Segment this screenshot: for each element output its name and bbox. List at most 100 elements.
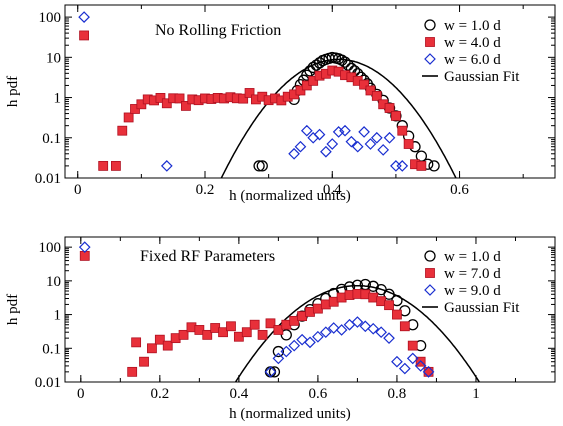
data-point — [383, 288, 395, 300]
data-point — [238, 93, 249, 104]
data-point — [241, 327, 252, 338]
data-point — [218, 327, 228, 338]
legend-label: w = 7.0 d — [444, 266, 501, 282]
data-point — [155, 93, 166, 103]
y-tick-label: 10 — [46, 274, 61, 290]
x-axis-label: h (normalized units) — [229, 188, 351, 204]
y-tick-label: 10 — [46, 50, 61, 66]
data-point — [244, 88, 255, 98]
data-point — [407, 340, 418, 351]
plot-frame — [64, 4, 556, 179]
y-tick-label: 0.01 — [35, 171, 61, 187]
series-3 — [78, 241, 435, 378]
data-point — [326, 138, 339, 150]
data-point — [332, 126, 345, 138]
data-point — [308, 75, 319, 86]
data-point — [313, 57, 326, 69]
y-tick-label: 100 — [39, 10, 62, 26]
data-point — [78, 241, 91, 253]
x-axis-label: h (normalized units) — [229, 406, 351, 422]
legend-marker — [424, 250, 436, 262]
legend-label: Gaussian Fit — [444, 300, 520, 316]
data-point — [127, 366, 138, 377]
data-point — [370, 131, 383, 144]
data-point — [384, 103, 395, 113]
data-point — [139, 356, 149, 367]
data-point — [117, 125, 128, 136]
legend-label: w = 6.0 d — [444, 52, 501, 68]
y-tick-label: 100 — [39, 240, 62, 256]
data-point — [160, 160, 173, 172]
data-point — [162, 340, 173, 351]
x-tick-label: 0.4 — [229, 386, 248, 402]
data-point — [300, 124, 313, 137]
series-3 — [78, 11, 409, 172]
y-tick-label: 1 — [54, 91, 62, 107]
data-point — [226, 321, 236, 332]
data-point — [398, 362, 411, 375]
data-point — [304, 336, 316, 349]
series-1 — [253, 51, 440, 172]
data-point — [391, 110, 401, 121]
data-point — [319, 326, 332, 339]
data-point — [351, 140, 364, 153]
legend-marker — [424, 19, 436, 31]
y-tick-label: 0.1 — [42, 131, 61, 147]
chart-panel-1: 0 0.2 0.4 0.6 0.01 0.1 1 10 100 h (normalized uni… — [5, 4, 556, 204]
data-point — [390, 110, 402, 122]
legend-label: Gaussian Fit — [444, 69, 520, 85]
data-point — [371, 90, 382, 101]
data-point — [423, 366, 434, 377]
x-tick-label: 0.2 — [150, 386, 169, 402]
data-point — [257, 329, 268, 340]
x-tick-label: 0 — [77, 386, 85, 402]
chart-title: No Rolling Friction — [155, 22, 281, 39]
data-point — [174, 93, 185, 104]
gaussian-fit-line — [234, 284, 481, 382]
y-axis-label: h pdf — [5, 294, 21, 325]
data-point — [288, 147, 300, 160]
data-point — [351, 316, 364, 328]
legend-label: w = 1.0 d — [444, 249, 501, 265]
data-point — [428, 160, 440, 172]
chart-panel-2: 0 0.2 0.4 0.6 0.8 1 0.01 0.1 1 10 100 h (normalized… — [5, 236, 556, 422]
data-point — [265, 318, 276, 329]
data-point — [78, 11, 90, 23]
data-point — [194, 325, 205, 335]
legend-marker — [425, 268, 435, 278]
data-point — [397, 125, 408, 136]
data-point — [178, 329, 189, 340]
x-tick-label: 0.6 — [309, 386, 328, 402]
data-point — [312, 330, 324, 343]
y-tick-label: 1 — [54, 308, 62, 324]
data-point — [264, 366, 277, 378]
data-point — [358, 126, 370, 138]
data-point — [181, 101, 191, 111]
data-point — [422, 366, 435, 378]
data-point — [320, 145, 332, 158]
legend-marker — [425, 37, 435, 47]
data-point — [280, 329, 292, 341]
data-point — [390, 160, 402, 172]
data-point — [268, 366, 281, 378]
data-point — [377, 144, 390, 156]
data-point — [273, 325, 284, 335]
data-point — [414, 360, 427, 372]
data-point — [256, 160, 268, 172]
data-point — [253, 160, 265, 172]
data-point — [359, 320, 372, 333]
data-point — [296, 333, 308, 346]
data-point — [403, 139, 414, 149]
data-point — [295, 85, 306, 96]
data-point — [384, 300, 394, 311]
x-tick-label: 0.4 — [323, 182, 342, 198]
data-point — [391, 355, 403, 368]
x-tick-label: 1 — [472, 386, 480, 402]
data-point — [367, 322, 380, 335]
data-point — [383, 131, 396, 144]
legend-marker — [424, 284, 436, 296]
legend-label: w = 1.0 d — [444, 18, 501, 34]
gaussian-fit-line — [220, 58, 457, 178]
data-point — [365, 85, 376, 96]
